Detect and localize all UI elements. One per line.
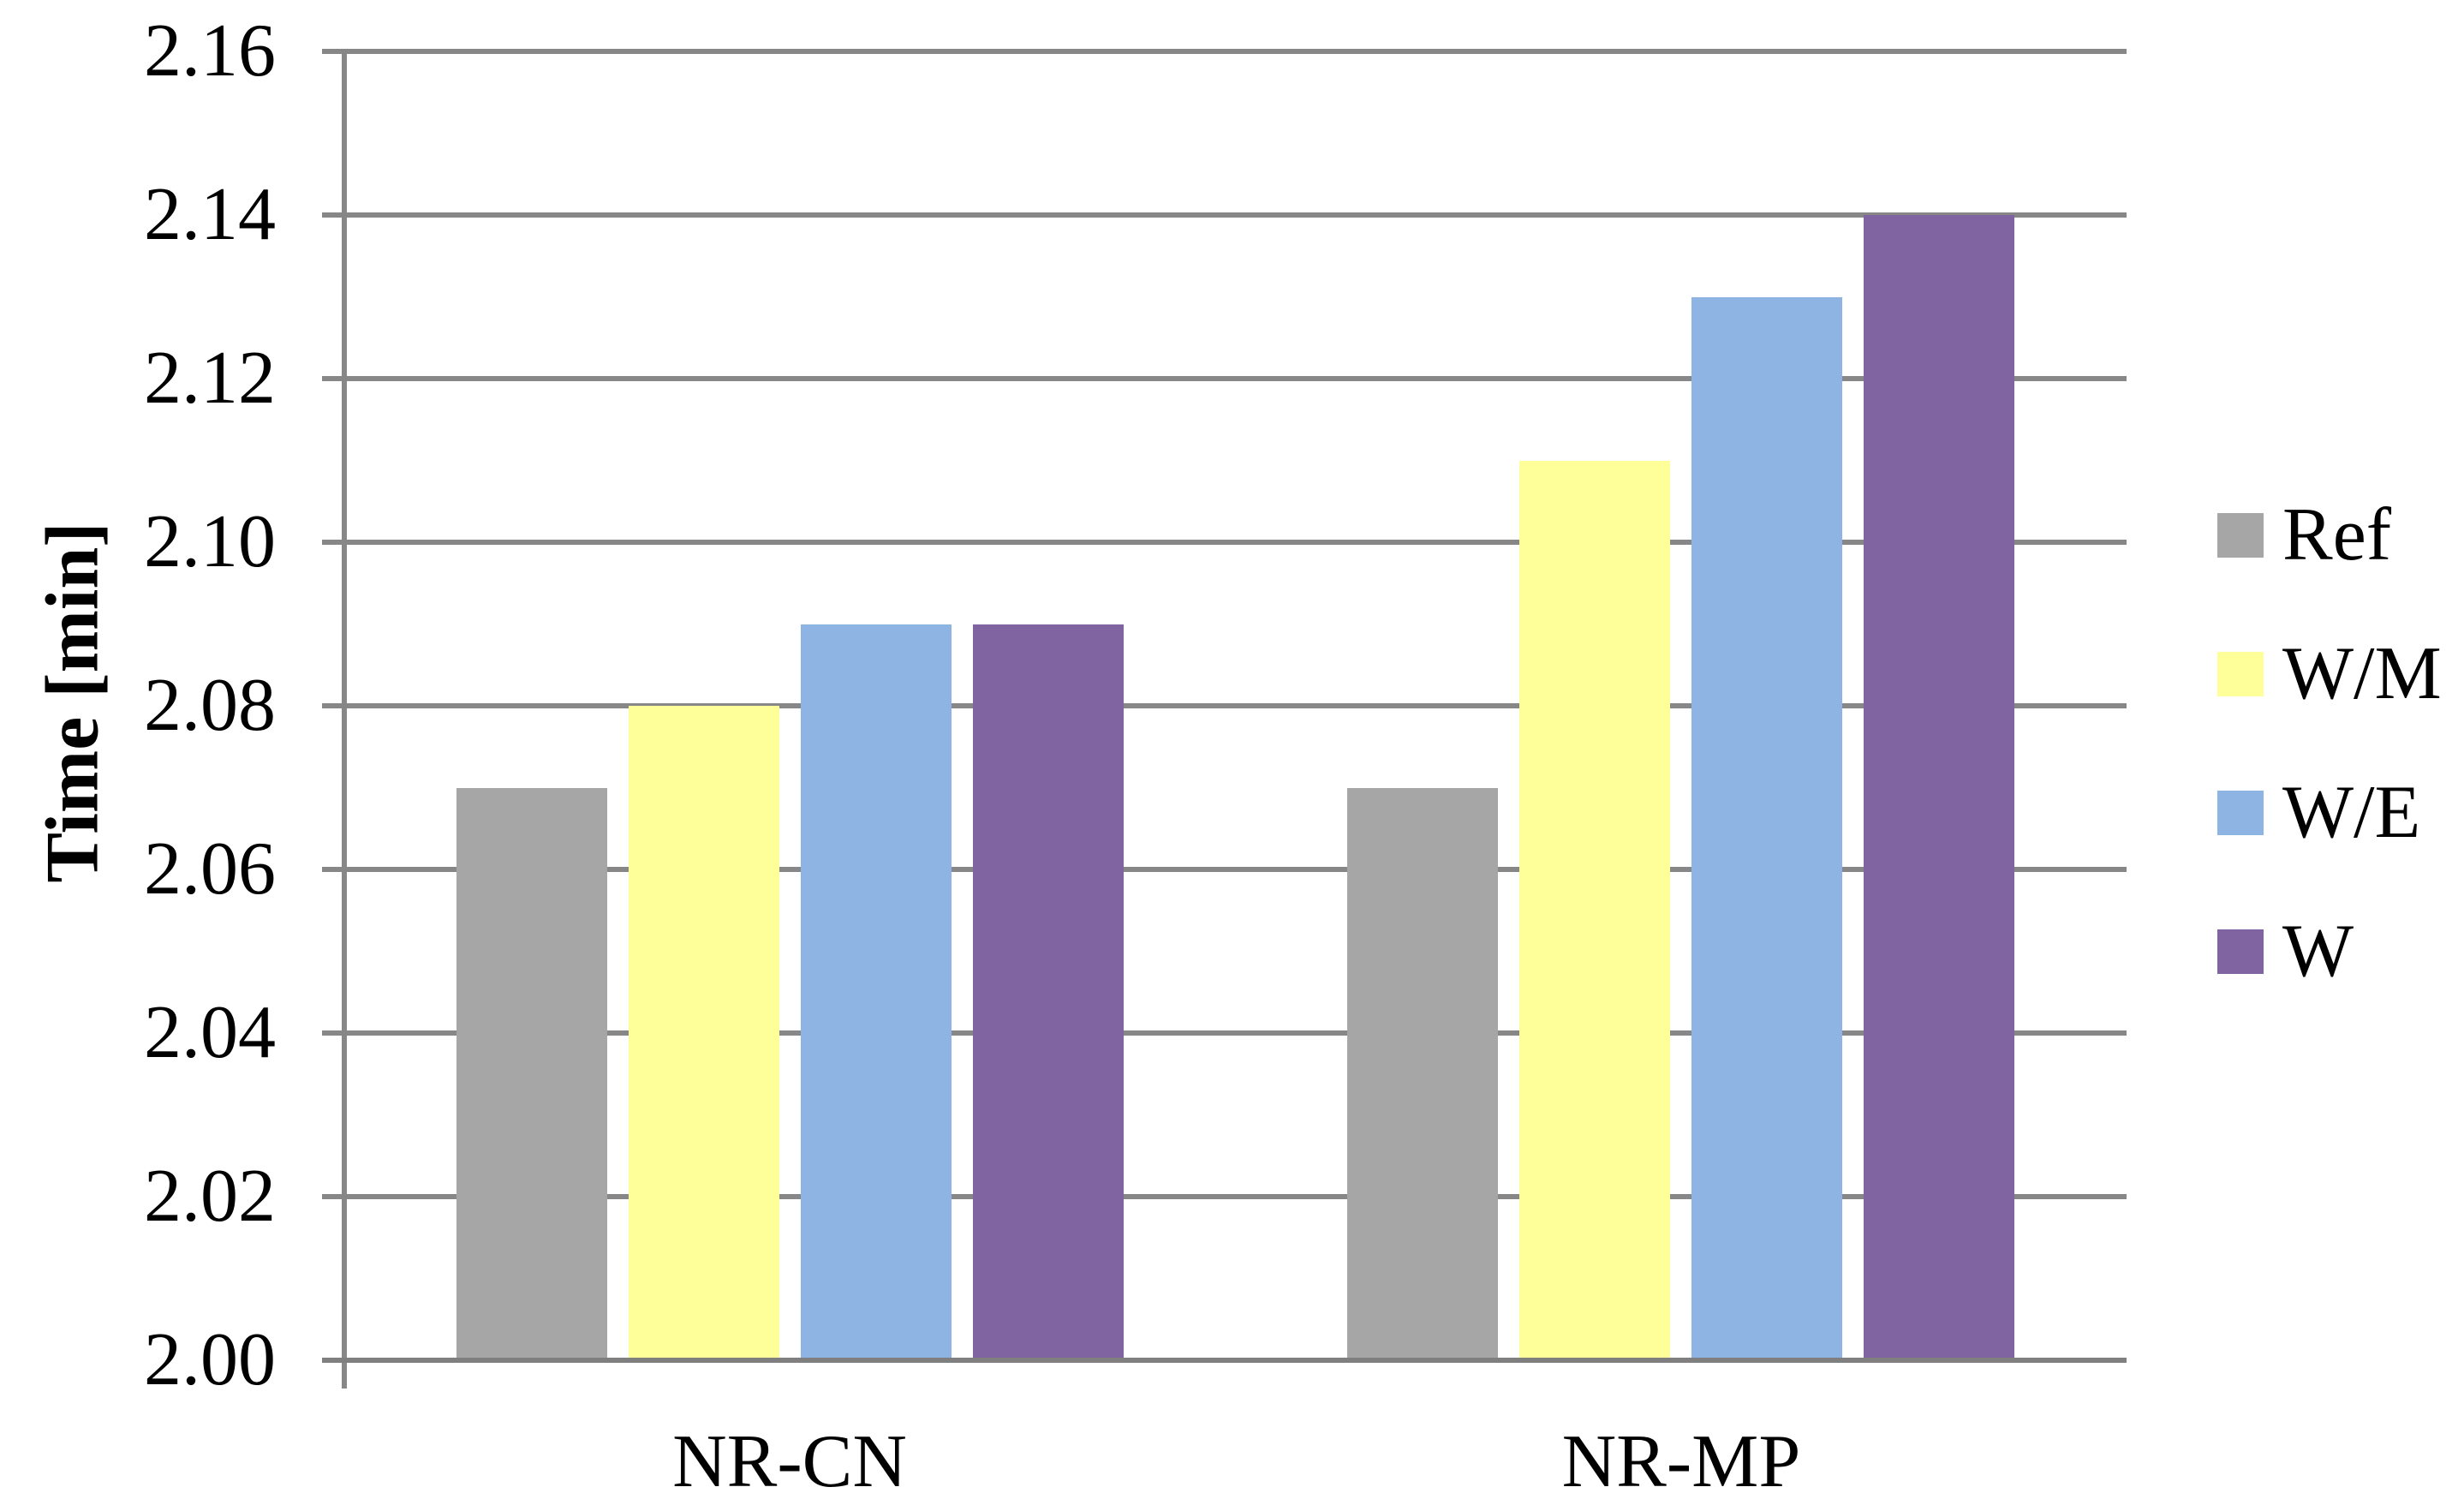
gridline [322, 540, 2127, 545]
gridline [322, 703, 2127, 708]
y-tick-label: 2.16 [144, 9, 276, 93]
y-tick-label: 2.12 [144, 337, 276, 420]
bar-w-nr-mp [1864, 215, 2014, 1360]
gridline [322, 1194, 2127, 1199]
bar-w-e-nr-mp [1691, 297, 1842, 1360]
y-tick-label: 2.04 [144, 991, 276, 1074]
y-tick-label: 2.06 [144, 827, 276, 911]
y-tick-label: 2.02 [144, 1155, 276, 1238]
legend-item-w: W [2217, 909, 2354, 994]
legend-swatch-ref [2217, 513, 2264, 558]
legend-label-ref: Ref [2282, 493, 2392, 576]
legend-label-w: W [2282, 910, 2354, 993]
bar-w-e-nr-cn [801, 624, 952, 1360]
bar-w-m-nr-cn [629, 706, 779, 1360]
legend-item-w-e: W/E [2217, 770, 2420, 856]
y-tick-label: 2.08 [144, 664, 276, 747]
legend-swatch-w [2217, 929, 2264, 974]
y-axis-line [342, 49, 347, 1389]
legend-label-w-m: W/M [2282, 632, 2442, 715]
y-tick-label: 2.00 [144, 1318, 276, 1401]
legend-label-w-e: W/E [2282, 771, 2421, 854]
bar-w-m-nr-mp [1519, 461, 1670, 1360]
y-tick-label: 2.10 [144, 500, 276, 583]
gridline [322, 212, 2127, 218]
gridline [322, 376, 2127, 381]
legend-swatch-w-m [2217, 652, 2264, 696]
y-tick-label: 2.14 [144, 173, 276, 256]
gridline [322, 1030, 2127, 1036]
bar-ref-nr-cn [456, 788, 607, 1360]
x-category-label-nr-cn: NR-CN [672, 1420, 907, 1503]
legend-swatch-w-e [2217, 791, 2264, 835]
gridline [322, 867, 2127, 872]
x-axis-line [322, 1358, 2127, 1363]
legend-item-ref: Ref [2217, 493, 2391, 578]
bar-w-nr-cn [973, 624, 1124, 1360]
bar-ref-nr-mp [1347, 788, 1498, 1360]
legend-item-w-m: W/M [2217, 631, 2442, 717]
x-category-label-nr-mp: NR-MP [1561, 1420, 1801, 1503]
gridline [322, 49, 2127, 54]
